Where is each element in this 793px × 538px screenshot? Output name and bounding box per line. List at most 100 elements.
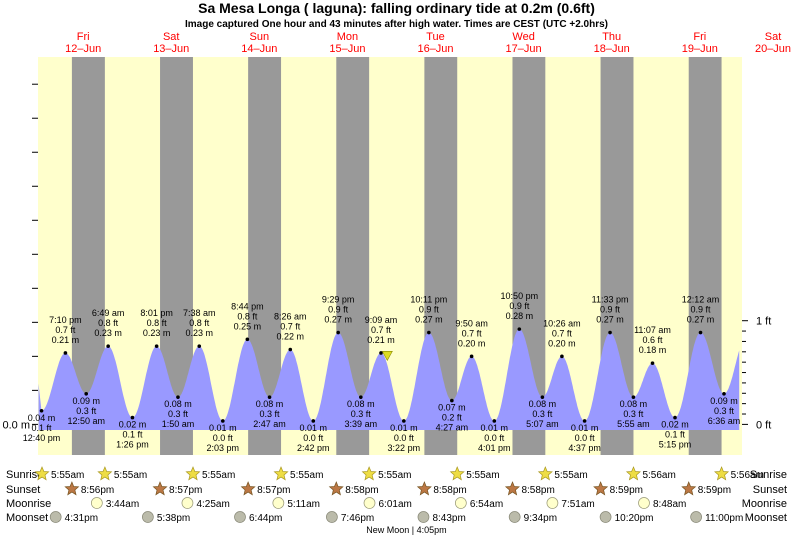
sunrise-icon bbox=[97, 466, 113, 481]
extreme-label-17-2: 0.27 m bbox=[415, 315, 443, 325]
row-label-left-3: Moonset bbox=[6, 512, 48, 524]
day-date-5: 17–Jun bbox=[506, 43, 542, 55]
extreme-point-5 bbox=[154, 344, 159, 348]
extreme-label-1-2: 0.21 m bbox=[52, 335, 80, 345]
extreme-label-24-0: 0.01 m bbox=[571, 423, 599, 433]
moonrise-icon bbox=[181, 497, 194, 509]
extreme-point-7 bbox=[197, 344, 202, 348]
extreme-label-21-0: 10:50 pm bbox=[501, 291, 539, 301]
row-label-right-0: Sunrise bbox=[750, 469, 787, 481]
row-label-right-1: Sunset bbox=[753, 484, 787, 496]
day-date-2: 14–Jun bbox=[241, 43, 277, 55]
extreme-label-0-2: 12:40 pm bbox=[23, 433, 61, 443]
extreme-label-17-1: 0.9 ft bbox=[419, 305, 440, 315]
extreme-point-23 bbox=[560, 354, 564, 359]
extreme-label-15-0: 9:09 am bbox=[365, 315, 398, 325]
sunrise-icon bbox=[361, 466, 377, 481]
extreme-point-24 bbox=[582, 419, 587, 423]
row-label-left-0: Sunrise bbox=[6, 469, 43, 481]
extreme-label-9-0: 8:44 pm bbox=[231, 301, 264, 311]
axes: 0.0 m 0 ft 1 ft bbox=[2, 83, 771, 431]
extreme-point-12 bbox=[311, 419, 316, 423]
extreme-label-3-2: 0.23 m bbox=[94, 328, 122, 338]
extreme-point-17 bbox=[427, 330, 431, 335]
extreme-label-23-2: 0.20 m bbox=[548, 338, 576, 348]
sunset-icon bbox=[416, 481, 432, 496]
extreme-point-18 bbox=[450, 398, 454, 403]
moonset-time-3: 7:46pm bbox=[341, 513, 374, 524]
extreme-point-13 bbox=[336, 330, 340, 335]
extreme-point-15 bbox=[379, 351, 383, 355]
extreme-label-6-0: 0.08 m bbox=[164, 399, 192, 409]
extreme-label-21-1: 0.9 ft bbox=[509, 301, 530, 311]
moonset-icon bbox=[234, 511, 246, 523]
extreme-point-20 bbox=[492, 419, 497, 423]
moonrise-time-3: 6:01am bbox=[379, 499, 412, 510]
sunrise-time-8: 5:56am bbox=[731, 470, 764, 481]
extreme-label-1-1: 0.7 ft bbox=[55, 325, 76, 335]
day-name-4: Tue bbox=[426, 31, 445, 43]
sunset-icon bbox=[152, 481, 168, 496]
moonrise-icon bbox=[454, 497, 467, 509]
sunrise-icon bbox=[273, 466, 289, 481]
extreme-label-13-1: 0.9 ft bbox=[328, 305, 349, 315]
extreme-label-13-0: 9:29 pm bbox=[322, 295, 355, 305]
extreme-point-16 bbox=[402, 419, 406, 423]
extreme-label-26-2: 5:55 am bbox=[617, 419, 650, 429]
extreme-label-19-2: 0.20 m bbox=[458, 338, 486, 348]
sunrise-time-5: 5:55am bbox=[466, 470, 499, 481]
extreme-point-29 bbox=[698, 330, 703, 335]
current-tide-marker bbox=[381, 351, 393, 361]
extreme-label-30-0: 0.09 m bbox=[710, 396, 738, 406]
moonset-icon bbox=[326, 511, 338, 523]
extreme-point-25 bbox=[608, 330, 612, 335]
extreme-label-23-1: 0.7 ft bbox=[552, 328, 573, 338]
day-name-5: Wed bbox=[512, 31, 534, 43]
moonset-icon bbox=[690, 511, 702, 523]
moonrise-time-1: 4:25am bbox=[196, 499, 229, 510]
extreme-label-3-0: 6:49 am bbox=[92, 308, 125, 318]
extreme-label-11-2: 0.22 m bbox=[277, 332, 305, 342]
sunset-time-1: 8:57pm bbox=[169, 485, 202, 496]
moon-phase-label: New Moon | 4:05pm bbox=[366, 525, 446, 535]
extreme-label-21-2: 0.28 m bbox=[506, 311, 534, 321]
extreme-label-29-1: 0.9 ft bbox=[691, 305, 712, 315]
sunset-time-2: 8:57pm bbox=[257, 485, 290, 496]
sunset-icon bbox=[64, 481, 80, 496]
moonrise-time-2: 5:11am bbox=[287, 499, 320, 510]
sunrise-icon bbox=[625, 466, 641, 481]
extreme-point-10 bbox=[267, 395, 272, 399]
extreme-label-23-0: 10:26 am bbox=[543, 318, 581, 328]
extreme-label-25-0: 11:33 pm bbox=[592, 295, 629, 305]
day-name-0: Fri bbox=[77, 31, 90, 43]
moonset-time-0: 4:31pm bbox=[65, 513, 98, 524]
extreme-label-8-0: 0.01 m bbox=[209, 423, 237, 433]
extreme-label-0-1: 0.1 ft bbox=[32, 423, 53, 433]
day-date-0: 12–Jun bbox=[65, 43, 101, 55]
sunrise-time-1: 5:55am bbox=[114, 470, 147, 481]
sunset-icon bbox=[593, 481, 609, 496]
extreme-point-6 bbox=[176, 395, 180, 399]
sunrise-time-3: 5:55am bbox=[290, 470, 323, 481]
extreme-label-13-2: 0.27 m bbox=[324, 315, 352, 325]
sunset-time-3: 8:58pm bbox=[345, 485, 378, 496]
extreme-point-21 bbox=[517, 327, 522, 331]
moonrise-time-6: 8:48am bbox=[653, 499, 686, 510]
extreme-label-8-1: 0.0 ft bbox=[213, 433, 234, 443]
extreme-label-7-0: 7:38 am bbox=[183, 308, 216, 318]
sunrise-icon bbox=[714, 466, 730, 481]
extreme-label-28-0: 0.02 m bbox=[661, 420, 689, 430]
extreme-label-30-1: 0.3 ft bbox=[714, 406, 735, 416]
extreme-label-3-1: 0.8 ft bbox=[98, 318, 119, 328]
extreme-label-20-1: 0.0 ft bbox=[484, 433, 505, 443]
extreme-point-26 bbox=[631, 395, 636, 399]
extreme-label-20-2: 4:01 pm bbox=[478, 443, 511, 453]
extreme-label-11-0: 8:26 am bbox=[274, 312, 307, 322]
sunrise-time-6: 5:55am bbox=[554, 470, 587, 481]
extreme-label-4-1: 0.1 ft bbox=[122, 430, 143, 440]
sunrise-icon bbox=[34, 466, 50, 481]
sunset-time-7: 8:59pm bbox=[698, 485, 731, 496]
day-name-6: Thu bbox=[602, 31, 621, 43]
extreme-label-24-2: 4:37 pm bbox=[568, 443, 601, 453]
extreme-point-30 bbox=[722, 391, 726, 396]
